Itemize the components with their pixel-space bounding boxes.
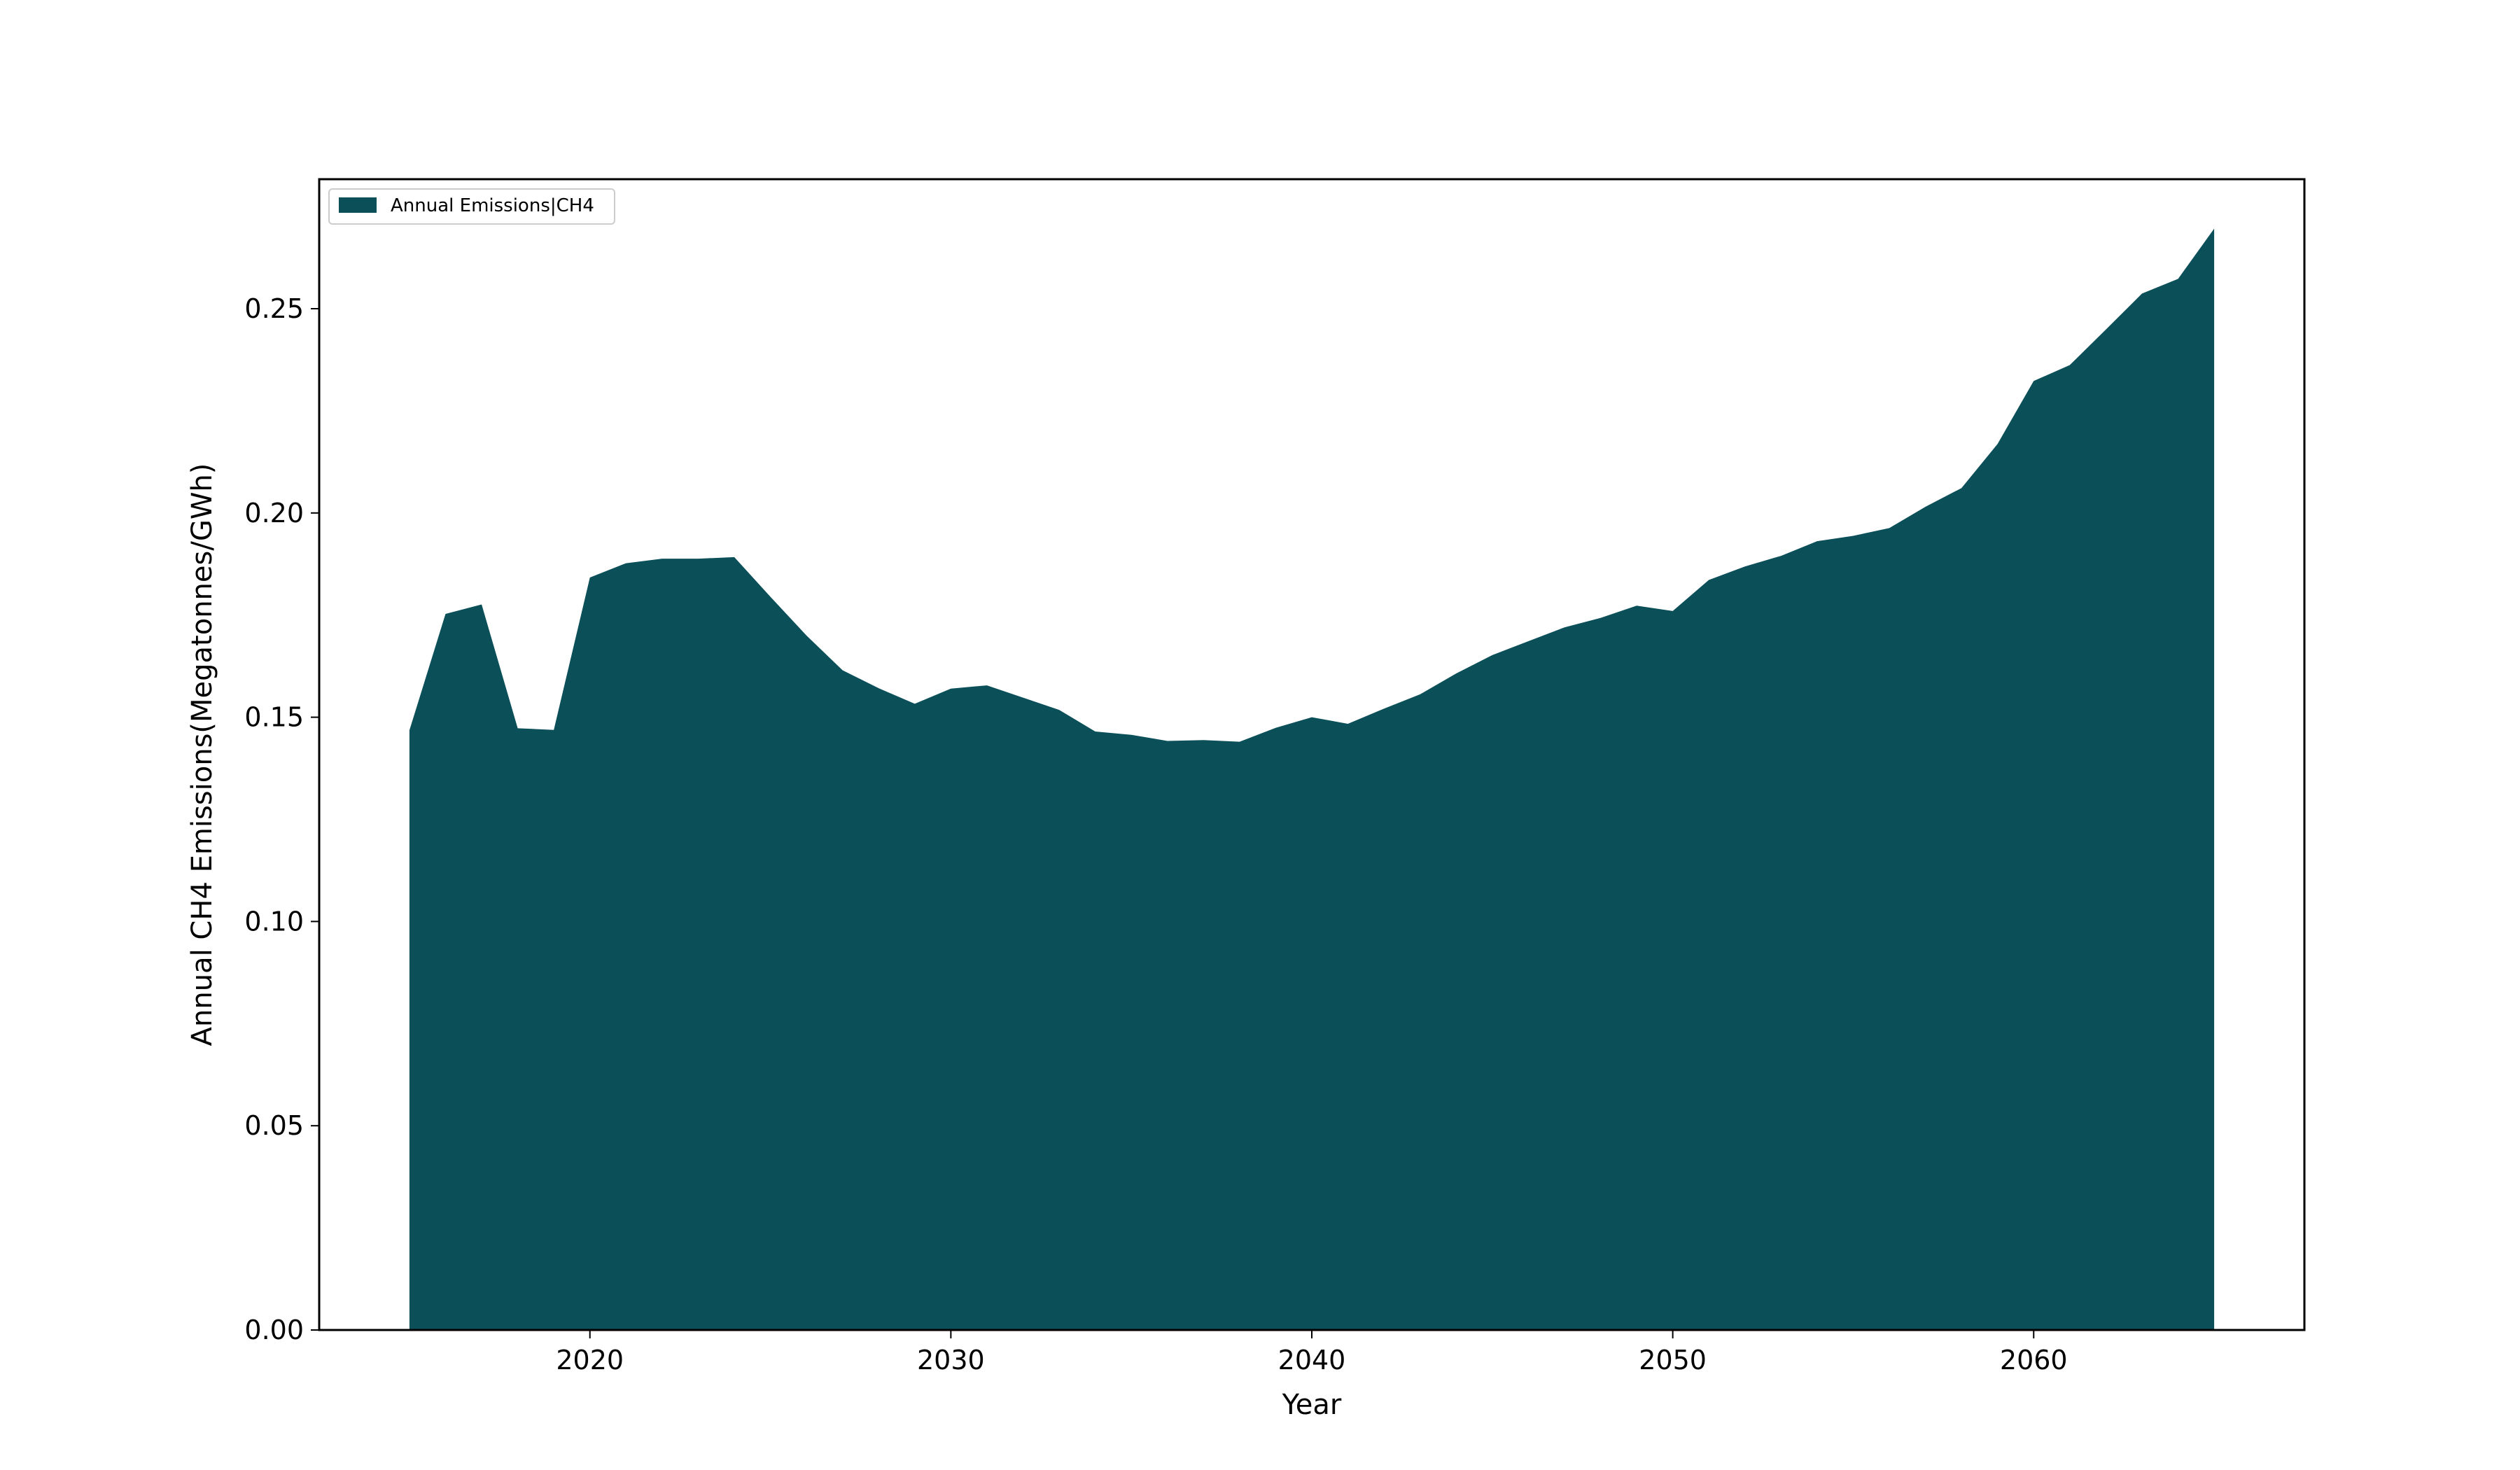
legend-swatch <box>339 197 377 213</box>
x-tick-label: 2040 <box>1278 1345 1346 1376</box>
x-tick-label: 2050 <box>1639 1345 1707 1376</box>
legend-label: Annual Emissions|CH4 <box>391 195 594 216</box>
x-axis-label: Year <box>1282 1389 1342 1421</box>
area-series-0 <box>409 228 2215 1330</box>
y-tick-label: 0.20 <box>244 498 304 528</box>
x-axis: 2020 2030 2040 2050 2060 <box>556 1330 2068 1376</box>
legend-box <box>328 188 615 225</box>
area-layer <box>409 228 2215 1330</box>
y-axis-label: Annual CH4 Emissions(Megatonnes/GWh) <box>186 463 218 1046</box>
y-tick-label: 0.15 <box>244 702 304 733</box>
x-tick-label: 2060 <box>2000 1345 2068 1376</box>
y-tick-label: 0.00 <box>244 1315 304 1345</box>
x-tick-label: 2030 <box>917 1345 985 1376</box>
x-tick-label: 2020 <box>556 1345 624 1376</box>
y-tick-label: 0.10 <box>244 906 304 937</box>
y-tick-label: 0.25 <box>244 293 304 324</box>
y-axis: 0.00 0.05 0.10 0.15 0.20 0.25 <box>244 293 319 1345</box>
legend: Annual Emissions|CH4 <box>328 188 615 225</box>
y-tick-label: 0.05 <box>244 1110 304 1141</box>
